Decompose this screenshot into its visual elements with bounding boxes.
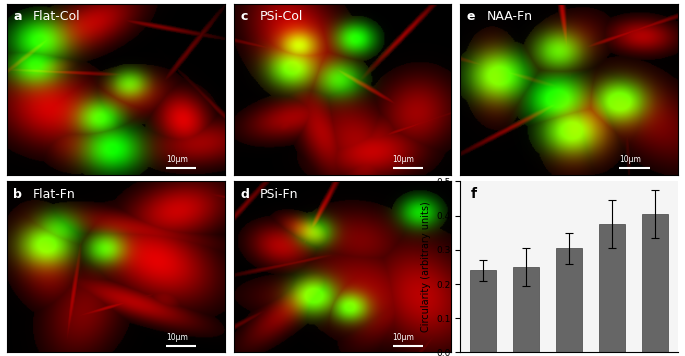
Text: f: f — [471, 187, 477, 200]
Bar — [643, 214, 669, 352]
Text: 10μm: 10μm — [166, 333, 188, 342]
Text: NAA-Fn: NAA-Fn — [486, 10, 532, 23]
Text: 10μm: 10μm — [393, 155, 414, 164]
Text: PSi-Fn: PSi-Fn — [260, 188, 298, 201]
Text: Flat-Fn: Flat-Fn — [33, 188, 76, 201]
Y-axis label: Circularity (arbitrary units): Circularity (arbitrary units) — [421, 201, 431, 332]
Bar — [513, 267, 539, 352]
Bar — [470, 270, 496, 352]
Text: 10μm: 10μm — [393, 333, 414, 342]
Text: a: a — [14, 10, 22, 23]
Text: b: b — [14, 188, 23, 201]
Text: d: d — [240, 188, 249, 201]
Text: Flat-Col: Flat-Col — [33, 10, 81, 23]
Text: c: c — [240, 10, 247, 23]
Bar — [556, 248, 582, 352]
Bar — [599, 224, 625, 352]
Text: 10μm: 10μm — [166, 155, 188, 164]
Text: e: e — [466, 10, 475, 23]
Text: PSi-Col: PSi-Col — [260, 10, 303, 23]
Text: 10μm: 10μm — [619, 155, 641, 164]
